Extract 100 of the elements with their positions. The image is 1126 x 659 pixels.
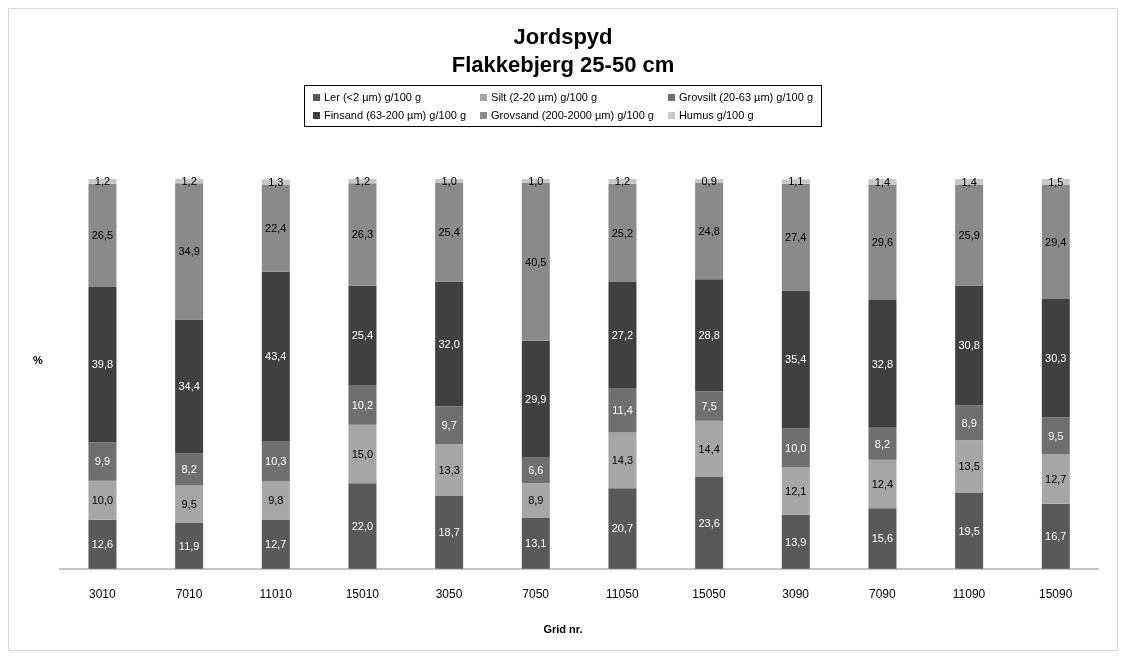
legend-label: Grovsilt (20-63 µm) g/100 g: [678, 91, 814, 103]
bar: [608, 432, 637, 489]
data-label: 1,2: [94, 175, 111, 188]
data-label: 13,9: [785, 535, 807, 548]
bar: [868, 459, 897, 509]
data-label: 12,6: [91, 538, 114, 551]
data-label: 9,8: [268, 494, 284, 507]
data-label: 13,5: [958, 460, 980, 473]
bar: [435, 444, 464, 497]
data-label: 10,3: [265, 455, 287, 468]
data-label: 19,5: [958, 524, 980, 537]
data-label: 1,5: [1048, 175, 1064, 188]
data-label: 29,4: [1045, 235, 1067, 248]
bar: [1041, 299, 1070, 418]
bar: [88, 519, 117, 569]
bar: [695, 476, 724, 569]
bar: [608, 281, 637, 389]
data-label: 10,2: [351, 398, 374, 411]
bar: [261, 441, 290, 482]
chart-subtitle: Flakkebjerg 25-50 cm: [450, 51, 676, 79]
data-label: 34,9: [178, 245, 200, 258]
legend-label: Finsand (63-200 µm) g/100 g: [323, 109, 467, 121]
bar: [695, 279, 724, 392]
data-label: 35,4: [785, 353, 807, 366]
data-label: 32,0: [438, 337, 460, 350]
legend-label: Silt (2-20 µm) g/100 g: [491, 91, 598, 103]
data-label: 25,4: [351, 329, 374, 342]
data-label: 13,1: [525, 537, 547, 550]
bar: [781, 514, 810, 569]
bar: [435, 406, 464, 445]
x-tick-label: 3010: [88, 586, 116, 601]
data-label: 12,1: [785, 485, 807, 498]
bar: [261, 481, 290, 520]
data-label: 26,5: [91, 229, 114, 242]
bar: [868, 508, 897, 569]
data-label: 27,4: [785, 230, 807, 243]
bar: [955, 285, 984, 406]
data-label: 10,0: [785, 441, 807, 454]
data-label: 8,9: [961, 416, 977, 429]
data-label: 27,2: [611, 328, 634, 341]
data-label: 25,2: [611, 226, 634, 239]
data-label: 28,8: [698, 329, 720, 342]
bar: [695, 391, 724, 421]
data-label: 25,9: [958, 228, 980, 241]
data-label: 14,3: [611, 454, 634, 467]
legend-label: Ler (<2 µm) g/100 g: [323, 91, 422, 103]
bar: [695, 420, 724, 477]
x-tick-label: 7050: [522, 586, 550, 601]
bar: [955, 440, 984, 493]
data-label: 1,3: [268, 175, 284, 188]
data-label: 40,5: [525, 255, 547, 268]
data-label: 8,9: [528, 494, 544, 507]
data-label: 11,4: [612, 404, 633, 417]
data-label: 9,7: [441, 419, 457, 432]
data-label: 29,9: [525, 393, 547, 406]
bar: [781, 290, 810, 429]
x-tick-label: 7090: [868, 586, 896, 601]
bar: [435, 281, 464, 407]
data-label: 1,4: [961, 175, 977, 188]
x-tick-label: 15090: [1038, 586, 1073, 601]
bar: [261, 271, 290, 442]
data-label: 20,7: [611, 522, 634, 535]
bar: [781, 428, 810, 468]
data-label: 12,7: [265, 538, 287, 551]
bar: [175, 485, 204, 523]
bar: [348, 285, 377, 385]
data-label: 16,7: [1045, 530, 1067, 543]
bar: [868, 299, 897, 428]
bar: [1041, 454, 1070, 504]
data-label: 22,4: [265, 221, 287, 234]
data-label: 25,4: [438, 225, 460, 238]
data-label: 43,4: [265, 350, 287, 363]
data-label: 7,5: [701, 400, 717, 413]
data-label: 15,6: [871, 532, 894, 545]
bar: [88, 480, 117, 520]
data-label: 24,8: [698, 224, 720, 237]
x-tick-label: 7010: [175, 586, 203, 601]
bar: [348, 483, 377, 569]
chart-title: Jordspyd: [512, 23, 614, 51]
bar: [955, 492, 984, 569]
legend-label: Grovsand (200-2000 µm) g/100 g: [491, 109, 654, 121]
bar: [521, 483, 550, 518]
bar: [521, 517, 550, 569]
data-label: 9,5: [181, 497, 197, 510]
data-label: 15,0: [351, 447, 374, 460]
x-tick-label: 11050: [606, 586, 639, 601]
data-label: 1,1: [788, 175, 804, 188]
x-axis-title: Grid nr.: [542, 623, 584, 635]
y-axis-title: %: [33, 354, 43, 366]
data-label: 6,6: [528, 464, 544, 477]
data-label: 1,4: [874, 175, 891, 188]
bar: [88, 442, 117, 481]
data-label: 12,7: [1045, 472, 1067, 485]
bar: [1041, 503, 1070, 569]
data-label: 9,9: [94, 455, 111, 468]
data-label: 22,0: [351, 519, 374, 532]
x-tick-label: 3050: [435, 586, 463, 601]
bar: [348, 384, 377, 425]
data-label: 29,6: [871, 236, 894, 249]
x-tick-label: 11010: [259, 586, 293, 601]
